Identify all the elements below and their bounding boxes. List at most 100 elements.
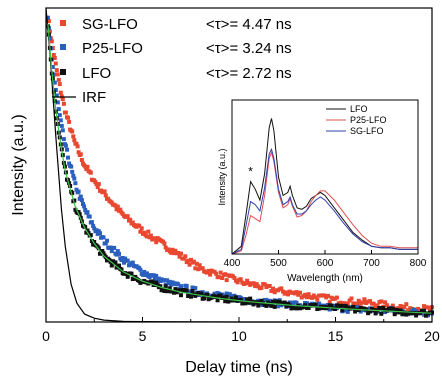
data-point (54, 68, 59, 73)
data-point (294, 290, 299, 295)
data-point (96, 182, 101, 187)
data-point (269, 303, 274, 308)
data-point (227, 298, 232, 303)
data-point (202, 296, 207, 301)
data-point (52, 56, 57, 60)
inset-legend: LFO P25-LFO SG-LFO (326, 104, 387, 136)
data-point (422, 308, 426, 313)
legend-marker-sg-lfo (60, 20, 66, 26)
data-point (129, 271, 134, 276)
inset-legend-label-sg-lfo: SG-LFO (350, 126, 384, 136)
data-point (206, 268, 211, 273)
data-point (426, 305, 430, 310)
data-point (118, 207, 123, 212)
legend-lifetime-lfo: <τ>= 2.72 ns (206, 65, 292, 82)
data-point (123, 256, 128, 261)
data-point (50, 65, 55, 69)
data-point (286, 292, 290, 297)
data-point (334, 295, 339, 300)
data-point (234, 295, 238, 300)
legend-marker-lfo (60, 69, 66, 75)
x-tick-label: 20 (424, 328, 440, 344)
data-point (172, 290, 176, 295)
data-point (67, 119, 72, 124)
data-point (91, 242, 96, 247)
data-point (220, 276, 225, 280)
data-point (61, 137, 66, 142)
data-point (345, 309, 350, 314)
inset-x-axis-label: Wavelength (nm) (287, 273, 363, 284)
inset-chart: 400 500 600 700 800 Wavelength (nm) Intensit… (217, 99, 427, 284)
data-point (96, 246, 101, 251)
data-point (181, 256, 186, 261)
data-point (385, 303, 389, 308)
data-point (113, 260, 118, 265)
data-point (77, 196, 82, 201)
data-point (200, 266, 205, 271)
data-point (69, 164, 74, 169)
data-point (79, 198, 84, 203)
data-point (76, 150, 81, 155)
data-point (94, 182, 99, 187)
data-point (65, 147, 69, 152)
data-point (246, 300, 251, 305)
data-point (101, 251, 106, 256)
data-point (414, 313, 419, 318)
data-point (85, 210, 90, 215)
data-point (243, 281, 248, 286)
data-point (72, 198, 77, 203)
data-point (390, 303, 395, 308)
inset-x-tick-label: 800 (410, 258, 427, 269)
inset-y-axis-label: Intensity (a.u.) (217, 148, 227, 205)
data-point (76, 210, 81, 214)
data-point (197, 263, 202, 268)
inset-x-tick-label: 400 (224, 258, 241, 269)
data-point (138, 267, 143, 272)
data-point (76, 189, 81, 194)
data-point (54, 93, 59, 98)
data-point (115, 204, 120, 209)
data-point (218, 293, 223, 298)
data-point (373, 311, 378, 316)
data-point (163, 245, 168, 250)
data-point (60, 128, 65, 133)
data-point (271, 286, 275, 291)
data-point (106, 196, 111, 201)
data-point (92, 226, 97, 231)
main-x-axis-label: Delay time (ns) (185, 359, 293, 376)
data-point (88, 233, 93, 238)
data-point (56, 77, 61, 82)
x-tick-label: 0 (42, 328, 50, 344)
data-point (120, 256, 125, 260)
data-point (267, 284, 272, 288)
data-point (187, 262, 192, 267)
data-point (306, 292, 311, 297)
data-point (162, 241, 167, 246)
fit-line-lfo (47, 23, 433, 314)
data-point (57, 113, 62, 118)
legend-label-irf: IRF (82, 89, 106, 106)
data-point (218, 270, 223, 275)
data-point (72, 138, 77, 143)
data-point (95, 231, 100, 236)
data-point (145, 271, 149, 276)
data-point (362, 297, 367, 302)
data-point (70, 129, 75, 134)
data-point (154, 273, 159, 278)
data-point (103, 241, 108, 246)
data-point (47, 36, 52, 41)
data-point (82, 204, 87, 209)
data-point (177, 288, 182, 293)
data-point (186, 258, 191, 263)
data-point (245, 278, 250, 283)
data-point (390, 306, 395, 311)
data-point (60, 97, 65, 102)
data-point (279, 286, 284, 291)
data-point (166, 288, 171, 293)
data-point (154, 240, 159, 245)
data-point (55, 72, 60, 77)
data-point (254, 282, 259, 287)
data-point (150, 279, 155, 284)
data-point (368, 309, 372, 314)
